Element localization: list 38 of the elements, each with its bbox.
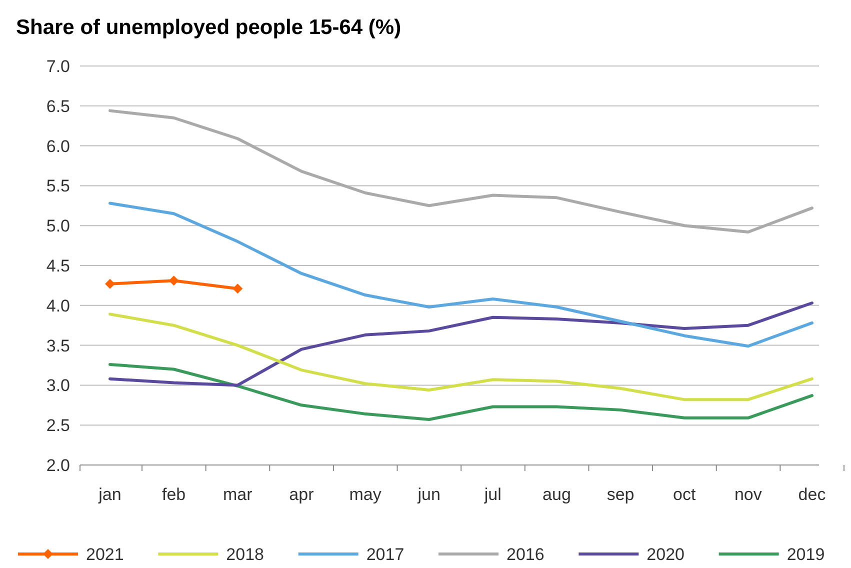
- x-tick-label: apr: [289, 485, 314, 504]
- point: [232, 284, 243, 294]
- line-series: [108, 109, 814, 234]
- y-tick-label: 5.5: [46, 176, 70, 196]
- x-tick-label: may: [349, 485, 382, 504]
- x-tick-label: jun: [416, 485, 440, 504]
- x-tick-label: dec: [798, 485, 826, 504]
- y-tick-label: 7.0: [46, 56, 70, 76]
- x-tick-label: jan: [98, 485, 122, 504]
- x-tick-label: sep: [606, 485, 634, 504]
- y-tick-label: 2.0: [46, 456, 70, 475]
- y-tick-label: 3.0: [46, 376, 70, 396]
- x-tick-label: aug: [542, 485, 571, 504]
- y-tick-label: 6.5: [46, 96, 70, 116]
- chart-title: Share of unemployed people 15-64 (%): [16, 16, 402, 39]
- line-series: [108, 302, 814, 387]
- y-tick-label: 6.0: [46, 136, 70, 156]
- y-tick-label: 5.0: [46, 216, 70, 236]
- y-tick-label: 2.5: [46, 416, 70, 436]
- legend-label: 2021: [86, 544, 124, 564]
- line-series: [108, 202, 814, 348]
- x-tick-label: oct: [673, 485, 696, 504]
- point: [168, 276, 179, 286]
- y-tick-label: 4.0: [46, 296, 70, 316]
- legend-label: 2019: [786, 544, 825, 564]
- legend-label: 2017: [366, 544, 404, 564]
- y-tick-label: 4.5: [46, 256, 70, 276]
- x-tick-label: feb: [162, 485, 186, 504]
- legend-label: 2016: [506, 544, 544, 564]
- point: [105, 278, 115, 289]
- x-tick-label: jul: [483, 485, 502, 504]
- legend-label: 2020: [646, 544, 684, 564]
- y-tick-label: 3.5: [46, 336, 70, 356]
- x-tick-label: nov: [734, 485, 762, 504]
- line-series: [108, 362, 814, 422]
- x-tick-label: mar: [222, 485, 253, 504]
- legend-label: 2018: [226, 544, 264, 564]
- line-series: [108, 312, 814, 402]
